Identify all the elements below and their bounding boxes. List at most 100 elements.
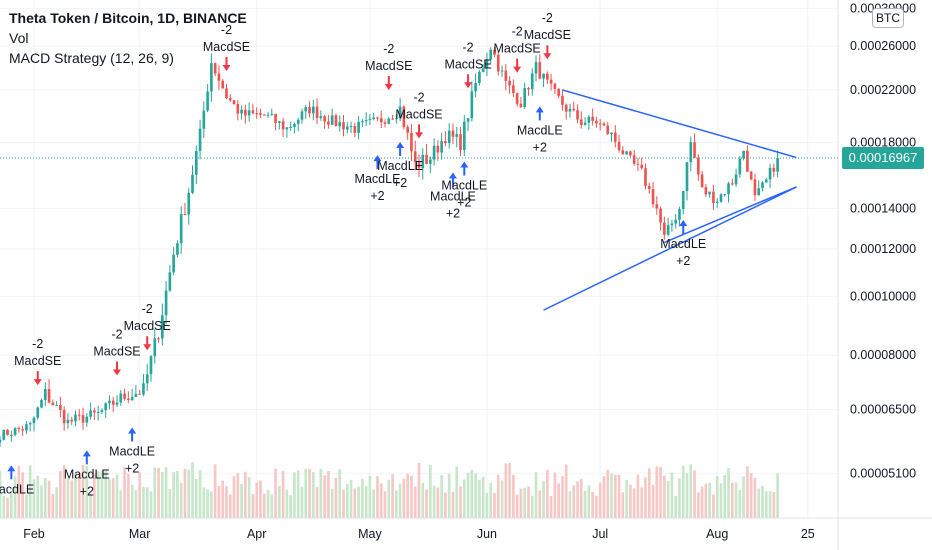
candle-body	[508, 80, 511, 86]
volume-bar	[398, 483, 402, 518]
volume-bar	[145, 487, 149, 518]
x-axis[interactable]: Feb Mar Apr May Jun Jul Aug 25	[23, 527, 815, 541]
candle-body	[123, 393, 126, 399]
candle-body	[13, 428, 17, 435]
long-signal-label: +2	[370, 189, 384, 203]
long-signal-label: MacdLE	[377, 159, 423, 173]
candle-body	[172, 254, 175, 273]
candle-body	[357, 121, 360, 133]
candle-body	[629, 151, 632, 156]
volume-bar	[549, 495, 553, 518]
candle-body	[289, 126, 292, 128]
short-signal-label: MacdSE	[14, 354, 61, 368]
candle-body	[579, 119, 583, 125]
volume-bar	[315, 487, 319, 518]
volume-bar	[43, 478, 47, 518]
long-signal-arrow	[679, 220, 688, 235]
volume-bar	[508, 462, 511, 518]
volume-bar	[402, 478, 406, 518]
candle-body	[561, 95, 564, 105]
candle-body	[383, 122, 387, 124]
candle-body	[334, 115, 338, 127]
volume-bar	[459, 486, 462, 518]
candle-body	[372, 117, 376, 119]
candle-body	[398, 106, 402, 119]
candle-body	[749, 171, 753, 180]
volume-bar	[644, 477, 647, 518]
long-signal-arrow	[448, 172, 457, 187]
volume-bar	[629, 484, 632, 518]
candle-body	[149, 356, 153, 375]
volume-bar	[685, 473, 689, 518]
candle-body	[485, 59, 489, 69]
volume-bar	[376, 476, 379, 518]
volume-bar	[481, 476, 485, 518]
volume-bar	[361, 478, 364, 518]
volume-bar	[289, 495, 292, 518]
candle-body	[96, 411, 100, 413]
candle-body	[221, 80, 225, 89]
volume-bar	[62, 465, 66, 518]
volume-bar	[734, 482, 738, 518]
candle-body	[493, 49, 496, 55]
volume-bar	[228, 494, 232, 518]
volume-bar	[81, 464, 85, 518]
volume-bar	[746, 466, 749, 518]
volume-bar	[372, 489, 376, 518]
volume-bar	[259, 480, 262, 518]
volume-bar	[568, 491, 572, 518]
volume-bar	[455, 466, 459, 518]
candle-body	[270, 113, 274, 115]
candle-body	[466, 118, 470, 122]
candle-body	[157, 338, 160, 340]
candle-body	[353, 126, 357, 133]
candle-body	[251, 110, 255, 114]
candle-body	[81, 415, 85, 423]
y-axis[interactable]: 0.00005100 0.00006500 0.00008000 0.00010000…	[850, 2, 916, 481]
candle-body	[583, 122, 587, 125]
candle-body	[719, 194, 723, 202]
candle-body	[236, 104, 240, 114]
volume-bar	[251, 494, 255, 518]
volume-bar	[595, 495, 598, 518]
candle-body	[444, 141, 447, 144]
candle-body	[647, 185, 651, 190]
volume-bar	[296, 470, 300, 518]
candle-body	[43, 389, 47, 401]
candle-body	[436, 145, 440, 153]
candle-body	[25, 424, 28, 431]
short-signal-label: -2	[512, 25, 523, 39]
volume-bar	[421, 482, 425, 518]
candle-body	[481, 68, 485, 72]
candle-body	[176, 243, 179, 255]
trendlines[interactable]	[543, 89, 797, 311]
volume-bar	[160, 471, 164, 518]
candle-body	[723, 194, 727, 196]
short-signal-arrow	[222, 56, 231, 71]
candle-body	[546, 73, 549, 80]
volume-bar	[357, 486, 360, 518]
volume-bar	[617, 474, 621, 518]
candle-body	[138, 393, 141, 395]
candle-body	[36, 407, 40, 418]
currency-badge[interactable]: BTC	[872, 8, 904, 28]
candle-body	[704, 187, 708, 195]
short-signal-arrow	[464, 74, 473, 89]
volume-bar	[172, 472, 175, 518]
volume-bar	[474, 473, 477, 518]
candle-body	[228, 98, 232, 101]
vol-indicator-label[interactable]: Vol	[9, 30, 29, 46]
candle-body	[621, 150, 625, 155]
volume-bar	[530, 495, 534, 518]
short-signal-arrow	[384, 76, 393, 91]
symbol-title[interactable]: Theta Token / Bitcoin, 1D, BINANCE	[9, 10, 247, 26]
volume-bar	[632, 488, 636, 518]
candle-body	[28, 423, 32, 425]
candle-body	[678, 209, 681, 220]
candle-body	[255, 113, 259, 115]
volume-bar	[311, 472, 315, 518]
strategy-indicator-label[interactable]: MACD Strategy (12, 26, 9)	[9, 50, 174, 66]
volume-bar	[40, 485, 43, 518]
volume-bar	[119, 490, 123, 518]
